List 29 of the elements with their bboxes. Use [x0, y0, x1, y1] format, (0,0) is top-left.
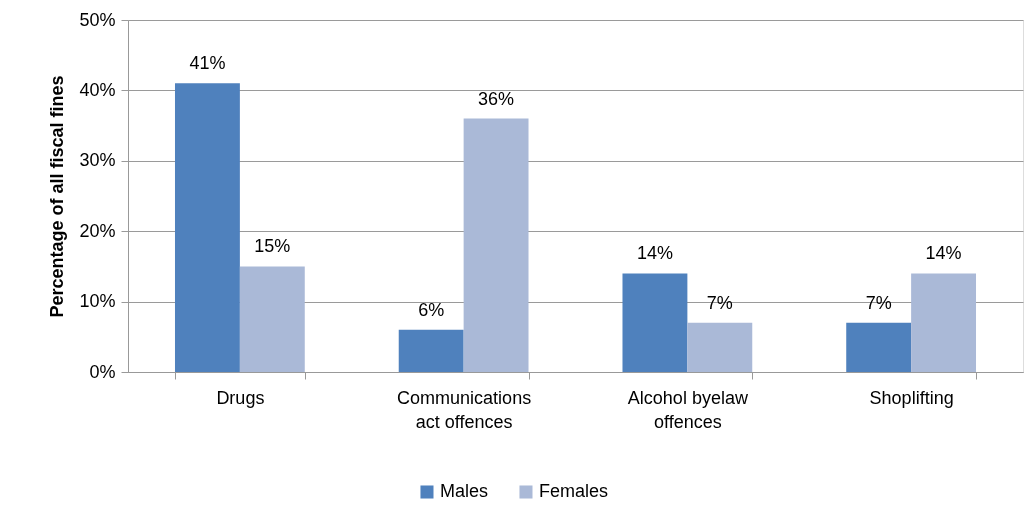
- y-tick-label: 30%: [79, 150, 116, 171]
- data-label: 7%: [706, 292, 733, 313]
- bar: [398, 329, 464, 372]
- data-label: 14%: [925, 243, 962, 264]
- bar: [846, 322, 912, 372]
- bar: [687, 322, 753, 372]
- data-label: 36%: [478, 88, 515, 109]
- x-tick-label: Drugs: [216, 387, 265, 408]
- y-tick-label: 10%: [79, 291, 116, 312]
- data-label: 15%: [254, 236, 291, 257]
- data-label: 7%: [865, 292, 892, 313]
- bar: [463, 118, 529, 372]
- bar: [174, 83, 240, 372]
- y-tick-label: 0%: [89, 361, 116, 382]
- data-label: 14%: [636, 243, 673, 264]
- legend-label: Males: [439, 481, 488, 501]
- x-tick-label: Shoplifting: [869, 387, 954, 408]
- bar: [911, 273, 977, 372]
- y-tick-label: 50%: [79, 9, 116, 30]
- y-axis-title: Percentage of all fiscal fines: [47, 75, 68, 318]
- data-label: 41%: [189, 53, 226, 74]
- bar: [239, 266, 305, 372]
- data-label: 6%: [418, 299, 445, 320]
- bar: [622, 273, 688, 372]
- y-tick-label: 40%: [79, 79, 116, 100]
- x-tick-label: Communications act offences: [397, 387, 532, 432]
- x-tick-label: Alcohol byelaw offences: [627, 387, 749, 432]
- y-tick-label: 20%: [79, 220, 116, 241]
- legend-label: Females: [538, 481, 609, 501]
